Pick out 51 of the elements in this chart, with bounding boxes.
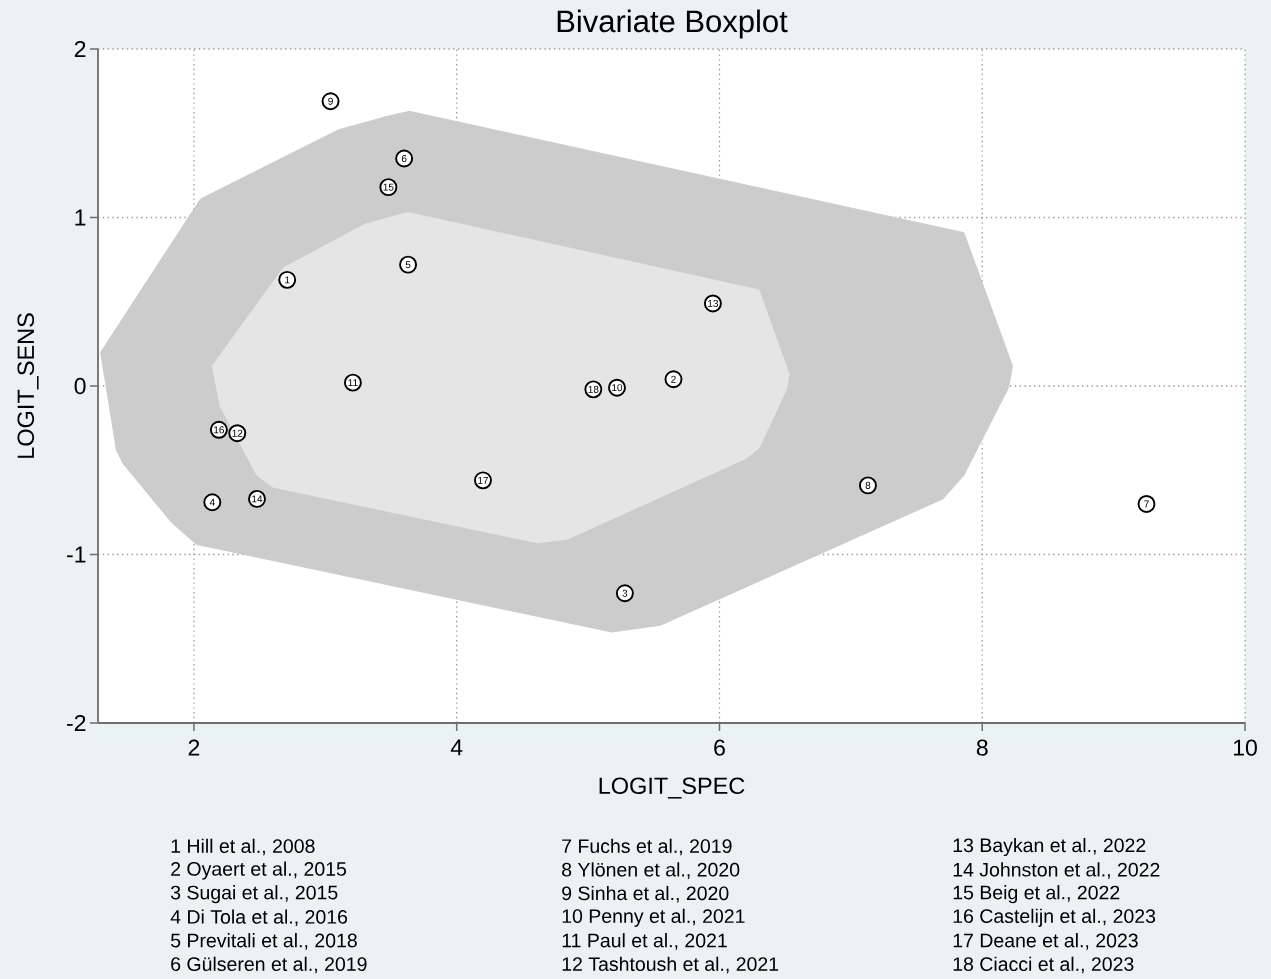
point [395, 149, 414, 168]
annotation: 5 [405, 261, 411, 269]
text: 1 Hill et al., 2008 [171, 838, 315, 856]
text: 3 Sugai et al., 2015 [170, 885, 338, 904]
point [399, 255, 418, 274]
y-tick-label: 0 [74, 377, 86, 395]
annotation: 1 [285, 276, 290, 284]
text: 5 Previtali et al., 2018 [170, 933, 357, 950]
text: 6 Gülseren et al., 2019 [171, 956, 367, 974]
annotation: 8 [865, 481, 871, 489]
x-tick-label: 4 [450, 739, 463, 756]
annotation: 3 [622, 589, 628, 597]
annotation: 7 [1144, 500, 1149, 508]
annotation: 10 [612, 384, 623, 392]
text: 10 Penny et al., 2021 [562, 908, 745, 927]
annotation: 17 [478, 476, 489, 484]
x-tick-label: 2 [188, 739, 200, 756]
x-tick-label: 8 [976, 739, 988, 756]
y-axis-title: LOGIT_SENS [17, 313, 39, 458]
annotation: 4 [209, 498, 215, 506]
text: 9 Sinha et al., 2020 [562, 885, 729, 903]
x-tick-label: 10 [1233, 739, 1257, 756]
annotation: 15 [383, 183, 394, 191]
annotation: 11 [348, 379, 358, 387]
y-tick-label: -2 [67, 714, 86, 732]
x-axis-title: LOGIT_SPEC [599, 777, 745, 799]
text: 16 Castelijn et al., 2023 [953, 908, 1156, 927]
annotation: 6 [401, 154, 407, 163]
annotation: 13 [708, 299, 719, 307]
annotation: 18 [588, 385, 599, 393]
y-tick-label: 1 [75, 209, 86, 226]
text: 13 Baykan et al., 2022 [953, 837, 1146, 857]
text: 12 Tashtoush et al., 2021 [562, 956, 779, 974]
text: 7 Fuchs et al., 2019 [562, 838, 732, 856]
text: 2 Oyaert et al., 2015 [171, 861, 347, 880]
annotation: 2 [671, 375, 676, 383]
text: 4 Di Tola et al., 2016 [170, 909, 348, 927]
annotation: 16 [214, 426, 224, 434]
text: 18 Ciacci et al., 2023 [953, 956, 1134, 974]
annotation: 9 [328, 97, 333, 105]
y-tick-label: -1 [67, 546, 86, 563]
annotation: 12 [232, 429, 243, 437]
annotation: 14 [252, 495, 263, 503]
text: 14 Johnston et al., 2022 [953, 862, 1160, 879]
text: 15 Beig et al., 2022 [953, 885, 1120, 904]
chart-title: Bivariate Boxplot [557, 9, 788, 39]
text: 17 Deane et al., 2023 [953, 933, 1138, 950]
text: 8 Ylönen et al., 2020 [562, 862, 740, 879]
text: 11 Paul et al., 2021 [562, 933, 727, 950]
y-tick-label: 2 [74, 40, 86, 58]
x-tick-label: 6 [714, 739, 725, 756]
